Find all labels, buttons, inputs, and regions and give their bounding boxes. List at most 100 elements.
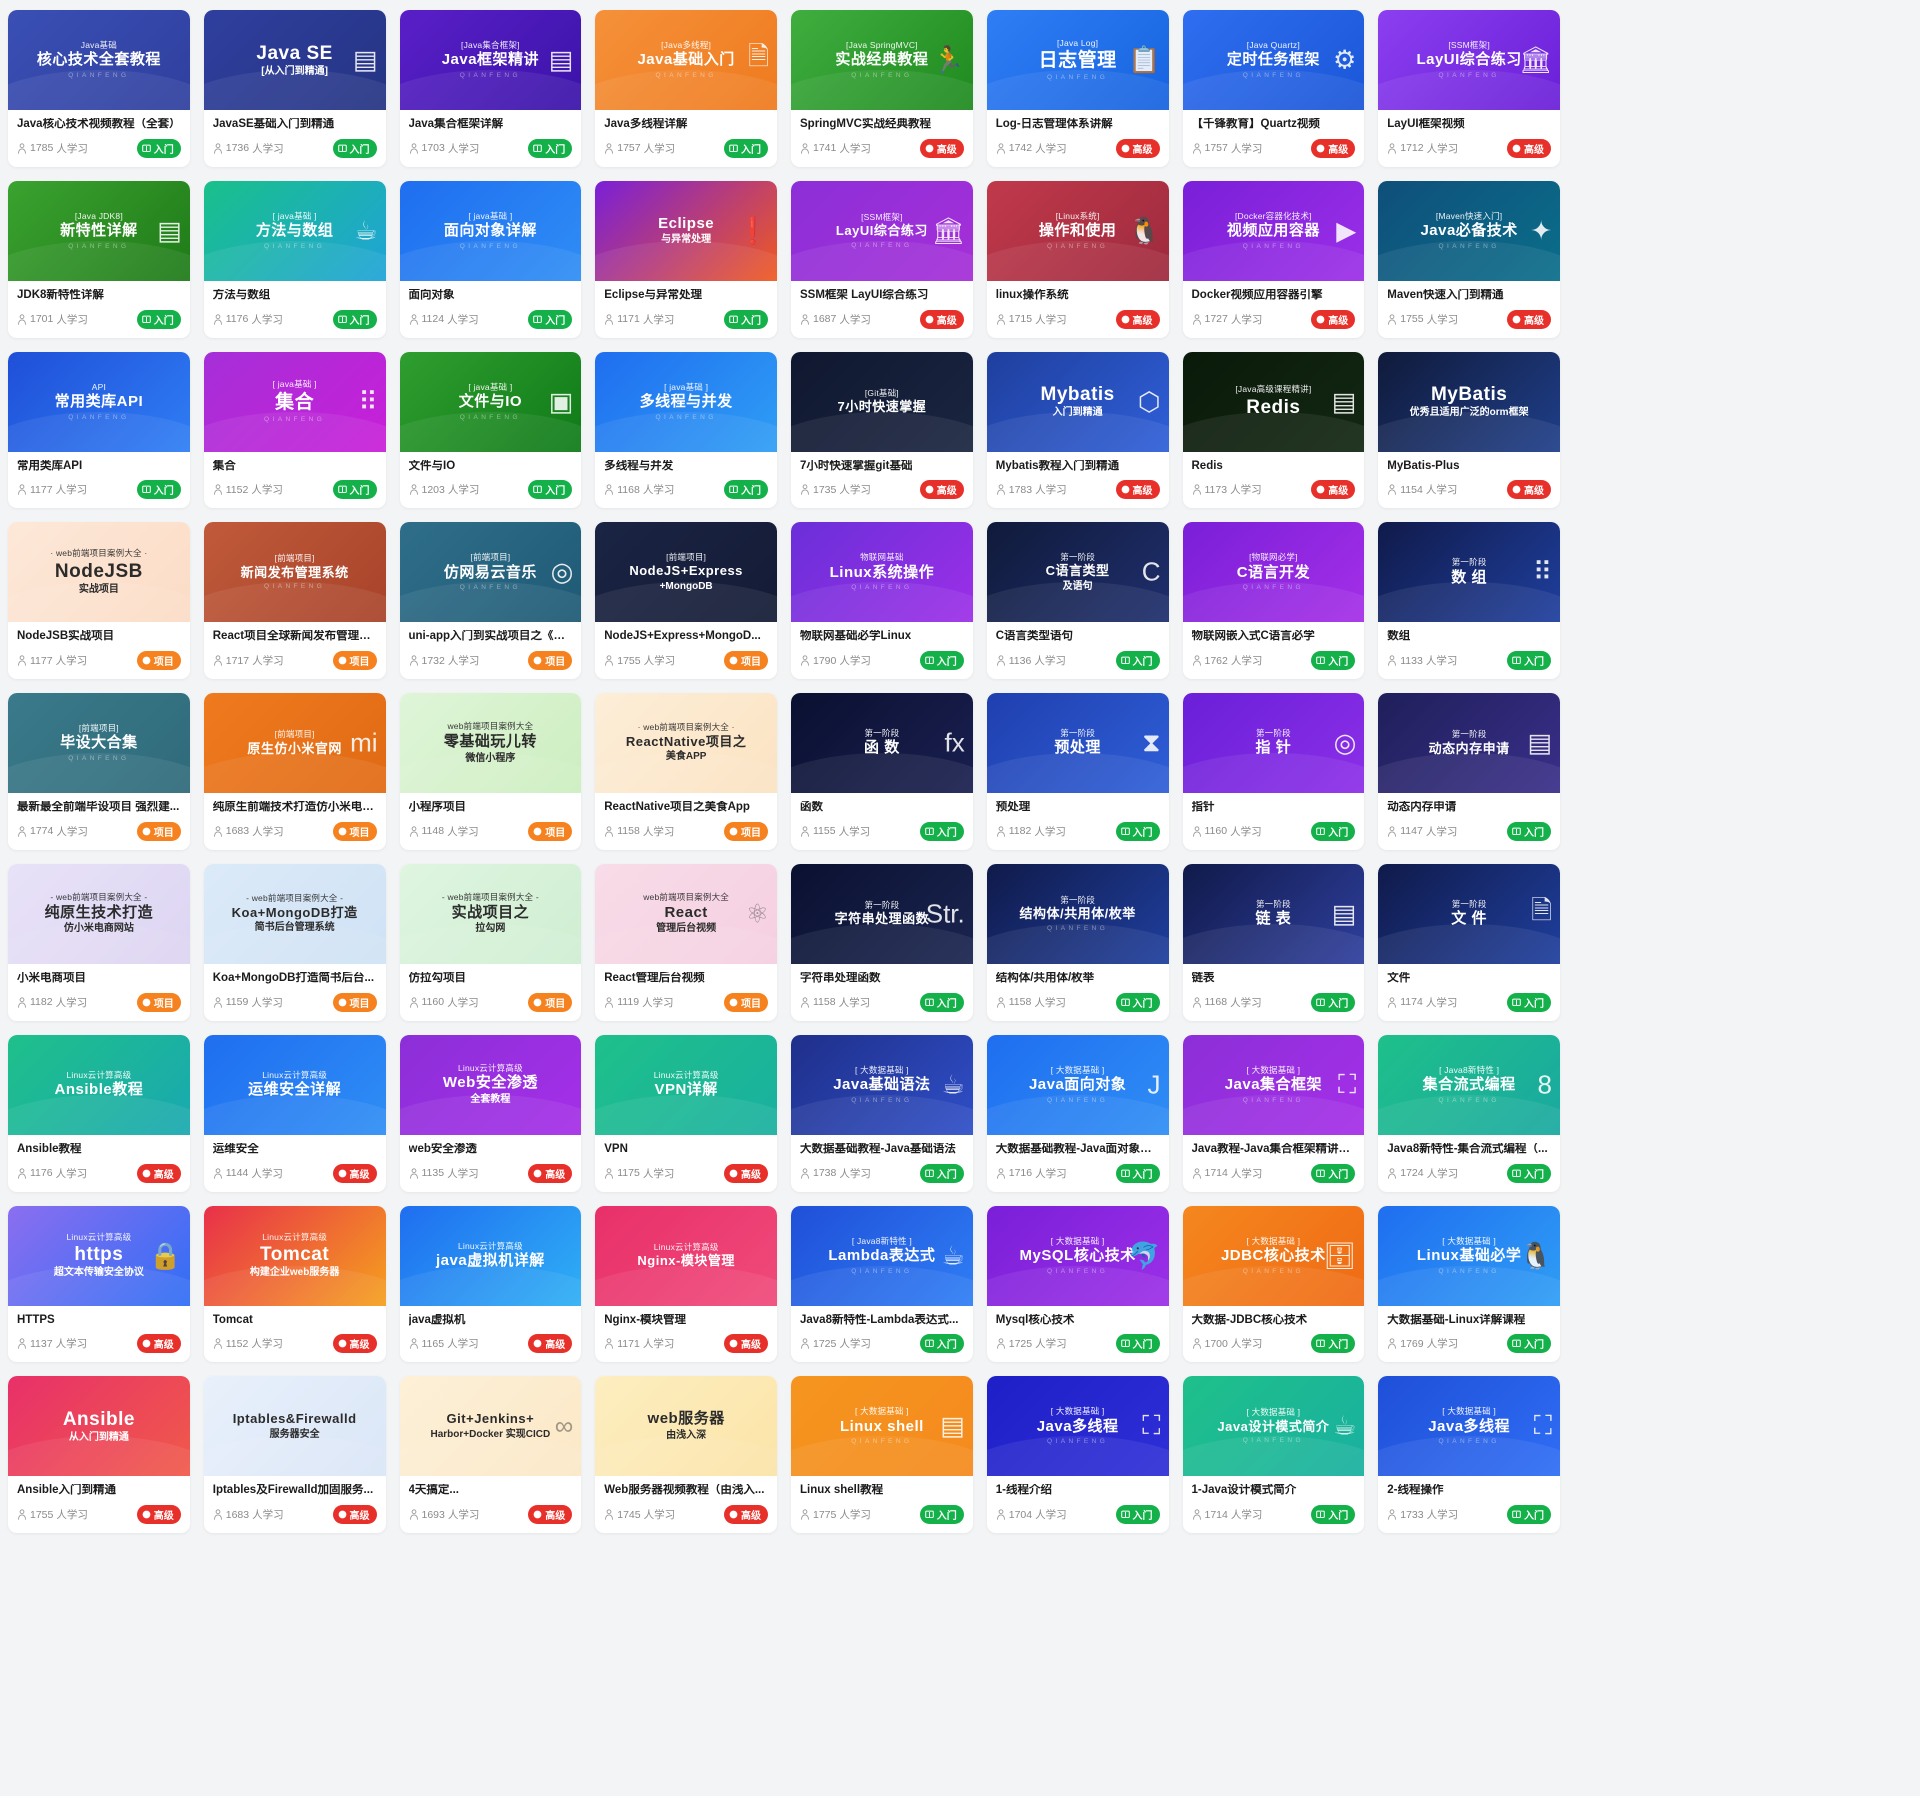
course-title[interactable]: linux操作系统 (995, 288, 1069, 301)
course-title[interactable]: 7小时快速掌握git基础 (800, 459, 913, 472)
course-card[interactable]: [ java基础 ] 多线程与并发 QIANFENG 多线程与并发 1168 人学习 入门 (595, 351, 777, 509)
course-title[interactable]: java虚拟机 (408, 1313, 466, 1326)
course-card[interactable]: Linux云计算高级 https 超文本传输安全协议 🔒 HTTPS 1137 人学习 高级 (8, 1205, 190, 1363)
course-title[interactable]: 【千锋教育】Quartz视频 (1191, 118, 1320, 130)
course-title[interactable]: 多线程与并发 (604, 459, 674, 472)
course-card[interactable]: MyBatis 优秀且适用广泛的orm框架 MyBatis-Plus 1154 人学习 高… (1378, 351, 1560, 509)
course-title[interactable]: Web服务器视频教程（由浅入... (604, 1484, 765, 1497)
course-title[interactable]: 1-Java设计模式简介 (1191, 1484, 1297, 1497)
course-card[interactable]: [ java基础 ] 集合 QIANFENG ⠿ 集合 1152 人学习 入门 (203, 351, 386, 509)
course-title[interactable]: 1-线程介绍 (995, 1484, 1052, 1497)
course-card[interactable]: [ 大数据基础 ] Java设计模式简介 QIANFENG ☕ 1-Java设计模式简介… (1182, 1376, 1365, 1534)
course-card[interactable]: 第一阶段 动态内存申请 ▤ 动态内存申请 1147 人学习 入门 (1378, 693, 1560, 850)
course-card[interactable]: · web前端项目案例大全 · NodeJSB 实战项目 NodeJSB实战项目 117… (8, 522, 190, 680)
course-title[interactable]: Log-日志管理体系讲解 (995, 118, 1113, 130)
course-title[interactable]: 方法与数组 (212, 288, 271, 301)
course-title[interactable]: 纯原生前端技术打造仿小米电商... (212, 801, 377, 814)
course-card[interactable]: Linux云计算高级 Web安全渗透 全套教程 web安全渗透 1135 人学习 高级 (399, 1034, 582, 1192)
course-title[interactable]: Ansible教程 (17, 1142, 82, 1155)
course-card[interactable]: - web前端项目案例大全 - 纯原生技术打造 仿小米电商网站 小米电商项目 1182 人… (8, 863, 190, 1021)
course-title[interactable]: 预处理 (995, 801, 1031, 814)
course-card[interactable]: Linux云计算高级 VPN详解 VPN 1175 人学习 高级 (595, 1034, 777, 1192)
course-title[interactable]: Linux shell教程 (800, 1484, 884, 1497)
course-title[interactable]: 小程序项目 (408, 801, 467, 814)
course-card[interactable]: Linux云计算高级 java虚拟机详解 java虚拟机 1165 人学习 高级 (399, 1205, 582, 1363)
course-title[interactable]: 大数据基础教程-Java基础语法 (800, 1142, 956, 1155)
course-card[interactable]: 第一阶段 结构体/共用体/枚举 QIANFENG 结构体/共用体/枚举 1158 人学习 入… (986, 863, 1169, 1021)
course-card[interactable]: [ 大数据基础 ] MySQL核心技术 QIANFENG 🐬 Mysql核心技术 1725… (986, 1205, 1169, 1363)
course-card[interactable]: API 常用类库API QIANFENG 常用类库API 1177 人学习 入门 (8, 351, 190, 509)
course-title[interactable]: 文件 (1387, 971, 1411, 984)
course-title[interactable]: Maven快速入门到精通 (1387, 288, 1504, 301)
course-card[interactable]: [物联网必学] C语言开发 QIANFENG 物联网嵌入式C语言必学 1762 人学习 入门 (1182, 522, 1365, 680)
course-card[interactable]: web前端项目案例大全 React 管理后台视频 ⚛ React管理后台视频 1119 人学… (595, 863, 777, 1021)
course-title[interactable]: 4天搞定... (408, 1484, 459, 1497)
course-card[interactable]: [ 大数据基础 ] Linux基础必学 QIANFENG 🐧 大数据基础-Linux详解… (1378, 1205, 1560, 1363)
course-title[interactable]: 运维安全 (212, 1142, 259, 1155)
course-title[interactable]: ReactNative项目之美食App (604, 801, 750, 814)
course-title[interactable]: 物联网基础必学Linux (800, 630, 912, 643)
course-card[interactable]: [ 大数据基础 ] JDBC核心技术 QIANFENG 🗄 大数据-JDBC核心技术 17… (1182, 1205, 1365, 1363)
course-card[interactable]: 物联网基础 Linux系统操作 QIANFENG 物联网基础必学Linux 1790 人学… (791, 522, 973, 680)
course-card[interactable]: [ Java8新特性 ] 集合流式编程 QIANFENG 8 Java8新特性-集合流式… (1378, 1034, 1560, 1192)
course-card[interactable]: Java基础 核心技术全套教程 QIANFENG Java核心技术视频教程（全套） 17… (8, 10, 190, 167)
course-card[interactable]: [ 大数据基础 ] Java集合框架 QIANFENG ⛶ Java教程-Java集合框… (1182, 1034, 1365, 1192)
course-title[interactable]: 字符串处理函数 (800, 971, 881, 984)
course-card[interactable]: [Java多线程] Java基础入门 QIANFENG 🗎 Java多线程详解 1757 人… (595, 10, 777, 167)
course-title[interactable]: Docker视频应用容器引擎 (1191, 288, 1323, 301)
course-title[interactable]: Redis (1191, 459, 1223, 472)
course-card[interactable]: 第一阶段函 数 fx 函数 1155 人学习 入门 (791, 693, 973, 850)
course-card[interactable]: [前端项目] NodeJS+Express +MongoDB NodeJS+Expre… (595, 522, 777, 680)
course-card[interactable]: [ 大数据基础 ] Java基础语法 QIANFENG ☕ 大数据基础教程-Java基础… (791, 1034, 973, 1192)
course-card[interactable]: [SSM框架] LayUI综合练习 QIANFENG 🏛 SSM框架 LayUI综合练习… (791, 180, 973, 338)
course-title[interactable]: 大数据基础-Linux详解课程 (1387, 1313, 1526, 1326)
course-title[interactable]: Tomcat (212, 1313, 253, 1326)
course-card[interactable]: 第一阶段指 针 ◎ 指针 1160 人学习 入门 (1182, 693, 1365, 850)
course-card[interactable]: Eclipse 与异常处理 ❗ Eclipse与异常处理 1171 人学习 入门 (595, 180, 777, 338)
course-card[interactable]: [Docker容器化技术] 视频应用容器 QIANFENG ▶ Docker视频应用容器… (1182, 180, 1365, 338)
course-card[interactable]: [Linux系统] 操作和使用 QIANFENG 🐧 linux操作系统 1715 人学习 高… (986, 180, 1169, 338)
course-title[interactable]: 链表 (1191, 971, 1215, 984)
course-title[interactable]: NodeJSB实战项目 (17, 630, 115, 643)
course-card[interactable]: [Java SpringMVC] 实战经典教程 QIANFENG 🏃 SpringMVC… (791, 10, 973, 167)
course-title[interactable]: JDK8新特性详解 (17, 288, 104, 301)
course-card[interactable]: [ java基础 ] 方法与数组 QIANFENG ☕ 方法与数组 1176 人学习 入门 (203, 180, 386, 338)
course-card[interactable]: 第一阶段链 表 ▤ 链表 1168 人学习 入门 (1182, 863, 1365, 1021)
course-title[interactable]: 数组 (1387, 630, 1411, 643)
course-card[interactable]: [ 大数据基础 ] Java多线程 QIANFENG ⛶ 2-线程操作 1733 人学习 入门 (1378, 1376, 1560, 1534)
course-title[interactable]: MyBatis-Plus (1387, 459, 1460, 472)
course-card[interactable]: 第一阶段 预处理 ⧗ 预处理 1182 人学习 入门 (986, 693, 1169, 850)
course-card[interactable]: 第一阶段数 组 ⠿ 数组 1133 人学习 入门 (1378, 522, 1560, 680)
course-title[interactable]: Nginx-模块管理 (604, 1313, 687, 1326)
course-title[interactable]: uni-app入门到实战项目之《仿... (408, 630, 573, 643)
course-title[interactable]: 集合 (212, 459, 236, 472)
course-card[interactable]: [Java JDK8] 新特性详解 QIANFENG ▤ JDK8新特性详解 1701 人学… (8, 180, 190, 338)
course-card[interactable]: - web前端项目案例大全 - 实战项目之 拉勾网 仿拉勾项目 1160 人学习 项目 (399, 863, 582, 1021)
course-card[interactable]: [ java基础 ] 面向对象详解 QIANFENG 面向对象 1124 人学习 入门 (399, 180, 582, 338)
course-title[interactable]: 结构体/共用体/枚举 (995, 971, 1095, 984)
course-title[interactable]: 物联网嵌入式C语言必学 (1191, 630, 1315, 643)
course-title[interactable]: React项目全球新闻发布管理系统 (212, 630, 377, 643)
course-title[interactable]: 大数据-JDBC核心技术 (1191, 1313, 1308, 1326)
course-title[interactable]: LayUI框架视频 (1387, 118, 1465, 130)
course-card[interactable]: [SSM框架] LayUI综合练习 QIANFENG 🏛 LayUI框架视频 1712 人学… (1378, 10, 1560, 167)
course-title[interactable]: C语言类型语句 (995, 630, 1074, 643)
course-title[interactable]: HTTPS (17, 1313, 55, 1326)
course-card[interactable]: Java SE [从入门到精通] ▤ JavaSE基础入门到精通 1736 人学习 入门 (203, 10, 386, 167)
course-card[interactable]: [前端项目] 仿网易云音乐 QIANFENG ◎ uni-app入门到实战项目之《仿..… (399, 522, 582, 680)
course-card[interactable]: web前端项目案例大全 零基础玩儿转 微信小程序 小程序项目 1148 人学习 项目 (399, 693, 582, 850)
course-title[interactable]: web安全渗透 (408, 1142, 477, 1155)
course-card[interactable]: [Java集合框架] Java框架精讲 QIANFENG ▤ Java集合框架详解 170… (399, 10, 582, 167)
course-card[interactable]: Linux云计算高级 Nginx-模块管理 Nginx-模块管理 1171 人学习 高级 (595, 1205, 777, 1363)
course-title[interactable]: 大数据基础教程-Java面对象编程 (995, 1142, 1160, 1155)
course-card[interactable]: Linux云计算高级 Ansible教程 Ansible教程 1176 人学习 高级 (8, 1034, 190, 1192)
course-title[interactable]: Mysql核心技术 (995, 1313, 1075, 1326)
course-card[interactable]: 第一阶段 C语言类型 及语句 C C语言类型语句 1136 人学习 入门 (986, 522, 1169, 680)
course-title[interactable]: Java集合框架详解 (408, 118, 504, 130)
course-title[interactable]: 面向对象 (408, 288, 455, 301)
course-card[interactable]: [前端项目] 新闻发布管理系统 QIANFENG React项目全球新闻发布管理系统 1… (203, 522, 386, 680)
course-title[interactable]: 常用类库API (17, 459, 83, 472)
course-title[interactable]: VPN (604, 1142, 628, 1155)
course-title[interactable]: 指针 (1191, 801, 1215, 814)
course-title[interactable]: 文件与IO (408, 459, 456, 472)
